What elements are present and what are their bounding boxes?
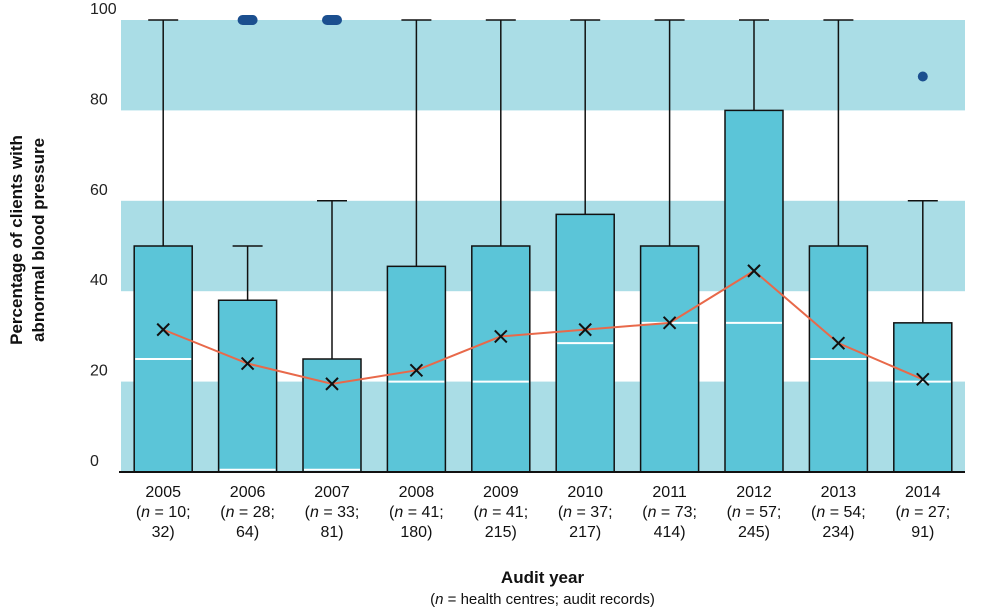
y-tick-label: 100 <box>90 1 117 18</box>
x-subtitle-open: ( <box>430 591 436 608</box>
y-axis-title-line2: abnormal blood pressure <box>29 138 48 342</box>
x-tick-label: 2012 (n = 57; 245) <box>709 483 799 543</box>
y-tick-label: 40 <box>90 272 108 289</box>
x-tick-label: 2009 (n = 41; 215) <box>456 483 546 543</box>
x-tick-records: 91) <box>911 524 935 541</box>
x-tick-year: 2007 <box>314 484 350 501</box>
mean-marker <box>578 322 592 337</box>
x-subtitle-n: n <box>435 591 444 608</box>
mean-marker-stroke <box>240 356 255 371</box>
mean-marker-stroke <box>578 322 592 337</box>
mean-marker-stroke <box>325 377 339 391</box>
box <box>471 245 531 473</box>
y-tick-label: 80 <box>90 91 108 108</box>
box <box>893 322 953 473</box>
box <box>217 299 278 473</box>
y-axis-title-line1: Percentage of clients with <box>7 135 26 345</box>
x-tick-n: (n = 27; <box>895 504 951 521</box>
x-tick-n: (n = 37; <box>557 504 613 521</box>
box <box>302 358 362 473</box>
mean-marker <box>494 329 508 344</box>
x-tick-records: 245) <box>737 524 771 541</box>
mean-marker <box>325 377 339 391</box>
x-tick-records: 215) <box>484 524 517 541</box>
mean-marker-stroke <box>831 336 846 350</box>
x-tick-n: (n = 57; <box>726 504 782 521</box>
mean-marker-stroke <box>916 372 930 387</box>
x-tick-year: 2013 <box>820 484 857 501</box>
x-tick-label: 2007 (n = 33; 81) <box>287 483 377 543</box>
x-tick-label: 2010 (n = 37; 217) <box>540 483 630 543</box>
x-tick-n: (n = 41; <box>473 504 529 521</box>
x-tick-records: 414) <box>653 524 686 541</box>
x-tick-n: (n = 41; <box>389 504 444 521</box>
mean-marker <box>240 356 255 371</box>
outlier-point <box>917 71 928 82</box>
mean-marker-stroke <box>662 316 677 330</box>
x-tick-year: 2014 <box>905 484 941 501</box>
x-tick-n: (n = 10; <box>135 504 191 521</box>
x-tick-n: (n = 54; <box>811 504 866 521</box>
x-tick-n: (n = 28; <box>220 504 275 521</box>
box <box>639 245 700 473</box>
y-tick-label: 20 <box>90 363 108 380</box>
background-band <box>121 20 965 111</box>
x-tick-records: 180) <box>400 524 433 541</box>
x-tick-records: 32) <box>151 524 175 541</box>
x-tick-year: 2012 <box>736 484 772 501</box>
x-tick-year: 2009 <box>483 484 519 501</box>
x-tick-records: 81) <box>320 524 344 541</box>
outliers-group <box>237 15 928 82</box>
mean-marker-stroke <box>156 322 170 337</box>
mean-marker-stroke <box>747 264 761 278</box>
outlier-point <box>322 15 342 25</box>
y-tick-label: 0 <box>90 453 99 470</box>
x-axis-subtitle: (n = health centres; audit records) <box>0 591 1000 608</box>
x-tick-records: 217) <box>569 524 602 541</box>
x-subtitle-rest: = health centres; audit records) <box>443 591 655 608</box>
x-tick-label: 2006 (n = 28; 64) <box>203 483 293 543</box>
x-axis-title: Audit year <box>500 568 585 587</box>
mean-marker-stroke <box>494 329 508 344</box>
y-axis-ticks: 0 20 40 60 80 100 <box>90 1 117 470</box>
x-tick-year: 2005 <box>145 484 181 501</box>
y-tick-label: 60 <box>90 182 108 199</box>
boxes-group <box>133 19 953 473</box>
mean-marker <box>831 336 846 350</box>
x-tick-label: 2008 (n = 41; 180) <box>371 483 461 543</box>
mean-line-group <box>156 264 930 391</box>
x-tick-year: 2011 <box>652 484 687 501</box>
box <box>724 109 784 473</box>
outlier-point <box>237 15 258 25</box>
mean-marker <box>662 316 677 330</box>
x-tick-label: 2014 (n = 27; 91) <box>878 483 968 543</box>
x-tick-label: 2005 (n = 10; 32) <box>118 483 208 543</box>
x-tick-records: 64) <box>236 524 260 541</box>
x-tick-year: 2008 <box>398 484 435 501</box>
mean-trend-line <box>162 269 924 385</box>
mean-marker <box>747 264 761 278</box>
mean-marker <box>409 363 424 378</box>
x-tick-label: 2011 (n = 73; 414) <box>625 483 715 543</box>
x-tick-n: (n = 33; <box>304 504 360 521</box>
mean-marker-stroke <box>409 363 424 378</box>
mean-marker <box>156 322 170 337</box>
x-tick-year: 2006 <box>229 484 266 501</box>
x-tick-n: (n = 73; <box>642 504 697 521</box>
x-tick-label: 2013 (n = 54; 234) <box>793 483 883 543</box>
x-tick-records: 234) <box>822 524 855 541</box>
x-tick-year: 2010 <box>567 484 603 501</box>
mean-marker <box>916 372 930 387</box>
